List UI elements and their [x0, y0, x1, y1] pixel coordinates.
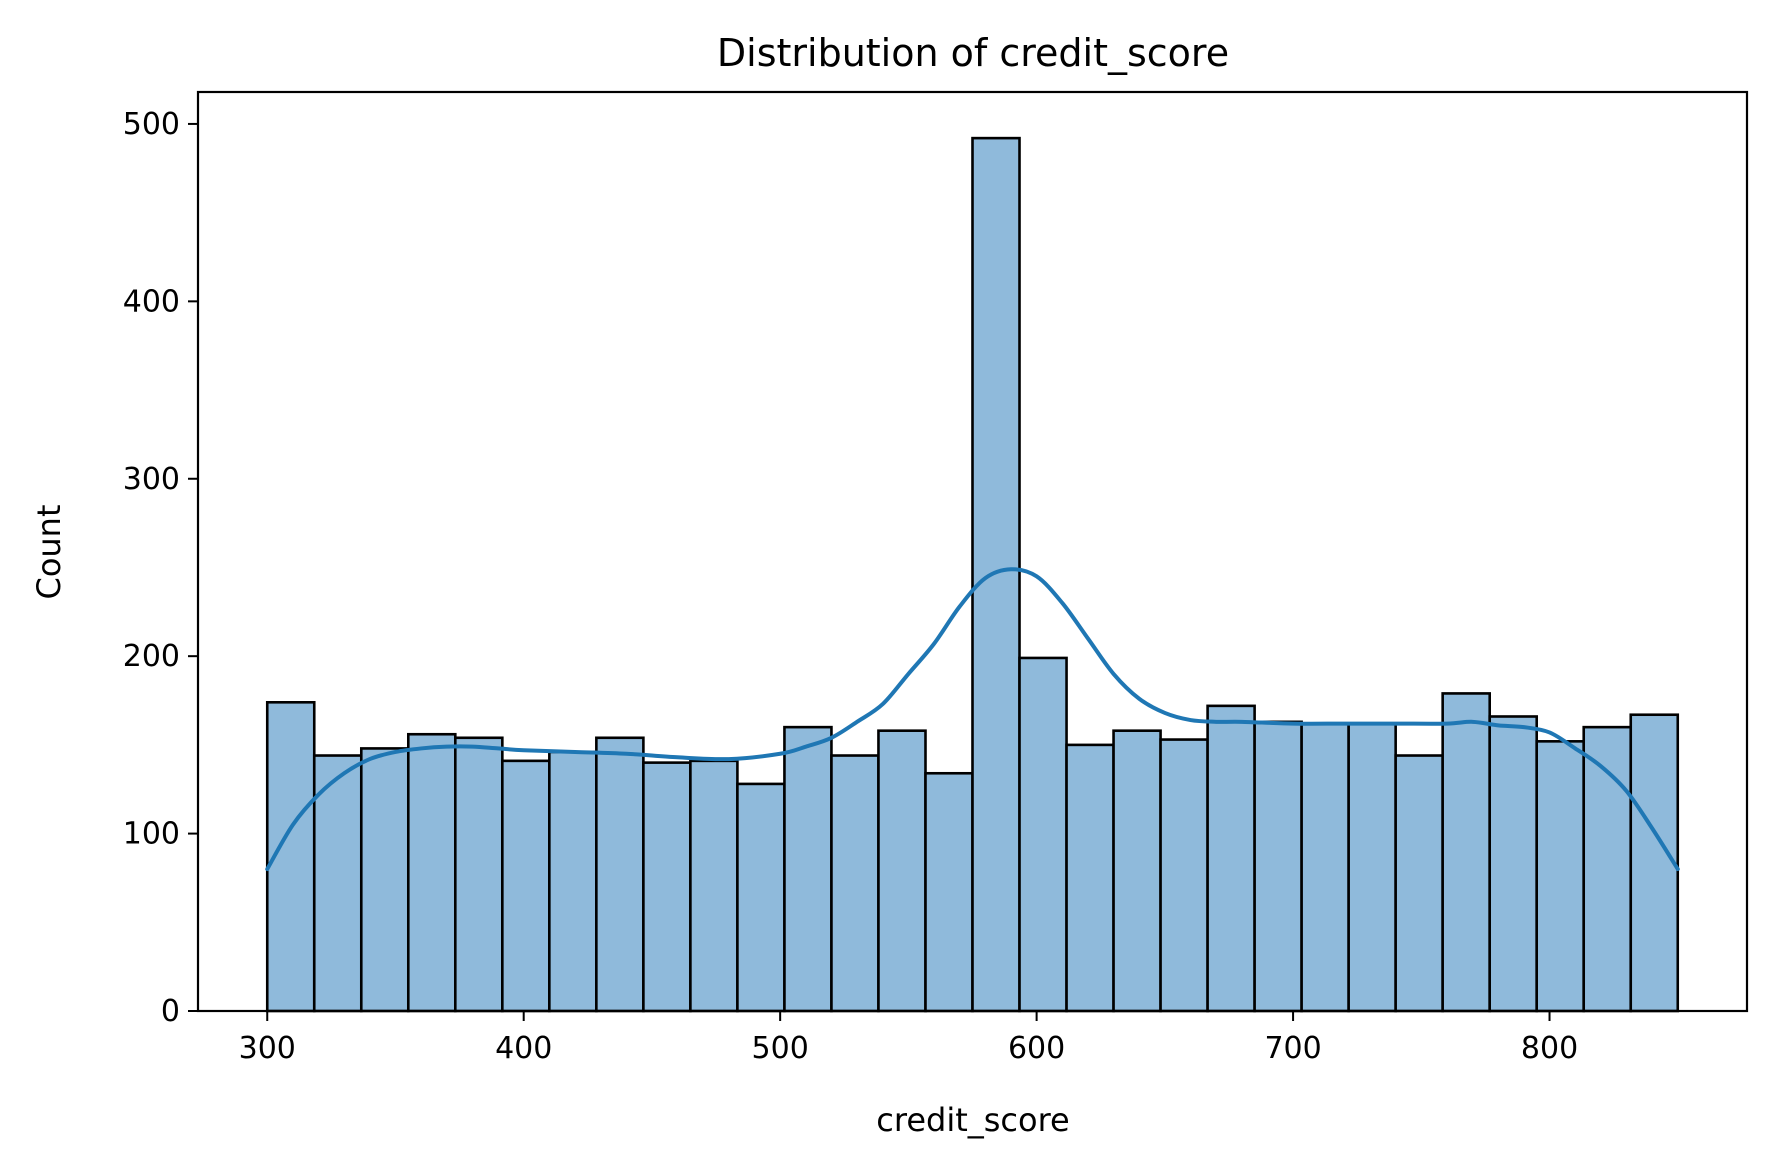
histogram-bar: [1629, 713, 1680, 1013]
histogram-bar: [1206, 704, 1256, 1013]
histogram-bar: [971, 136, 1021, 1013]
histogram-bar: [1300, 722, 1350, 1013]
histogram-bar: [1065, 743, 1115, 1013]
histogram-bar: [1488, 715, 1539, 1013]
x-axis-label: credit_score: [876, 1101, 1069, 1139]
y-tick-label: 400: [123, 284, 180, 319]
histogram-bar: [454, 736, 504, 1013]
histogram-bar: [406, 732, 457, 1013]
histogram-bar: [924, 771, 974, 1013]
histogram-bar: [642, 761, 692, 1013]
x-axis-ticks: 300 400 500 600 700 800: [239, 1011, 1578, 1066]
x-tick-label: 800: [1521, 1031, 1578, 1066]
x-tick-label: 700: [1264, 1031, 1321, 1066]
histogram-bars: [265, 136, 1680, 1013]
histogram-bar: [1112, 729, 1162, 1013]
kde-curve: [265, 567, 1680, 872]
histogram-bar: [595, 736, 645, 1013]
histogram-bar: [359, 747, 410, 1013]
x-tick-label: 600: [1008, 1031, 1065, 1066]
histogram-bar: [830, 754, 880, 1013]
x-tick-label: 400: [495, 1031, 552, 1066]
histogram-bar: [1347, 722, 1397, 1013]
histogram-bar: [501, 759, 551, 1013]
x-tick-label: 300: [239, 1031, 296, 1066]
histogram-bar: [1159, 738, 1209, 1013]
chart-title: Distribution of credit_score: [717, 31, 1229, 75]
histogram-bar: [736, 782, 786, 1013]
histogram-bar: [312, 754, 363, 1013]
y-tick-label: 100: [123, 817, 180, 852]
y-axis-ticks: 0 100 200 300 400 500: [123, 107, 198, 1029]
plot-frame: [196, 90, 1749, 1013]
y-tick-label: 500: [123, 107, 180, 142]
y-tick-label: 0: [161, 994, 180, 1029]
histogram-bar: [1535, 740, 1586, 1013]
x-tick-label: 500: [752, 1031, 809, 1066]
histogram-bar: [1394, 754, 1444, 1013]
histogram-bar: [1441, 692, 1491, 1013]
y-tick-label: 200: [123, 639, 180, 674]
histogram-bar: [783, 725, 833, 1013]
y-tick-label: 300: [123, 462, 180, 497]
histogram-bar: [877, 729, 927, 1013]
y-axis-label: Count: [30, 504, 68, 599]
histogram-bar: [689, 759, 739, 1013]
histogram-bar: [1253, 720, 1303, 1013]
histogram-bar: [1018, 656, 1068, 1013]
histogram-bar: [548, 750, 598, 1013]
